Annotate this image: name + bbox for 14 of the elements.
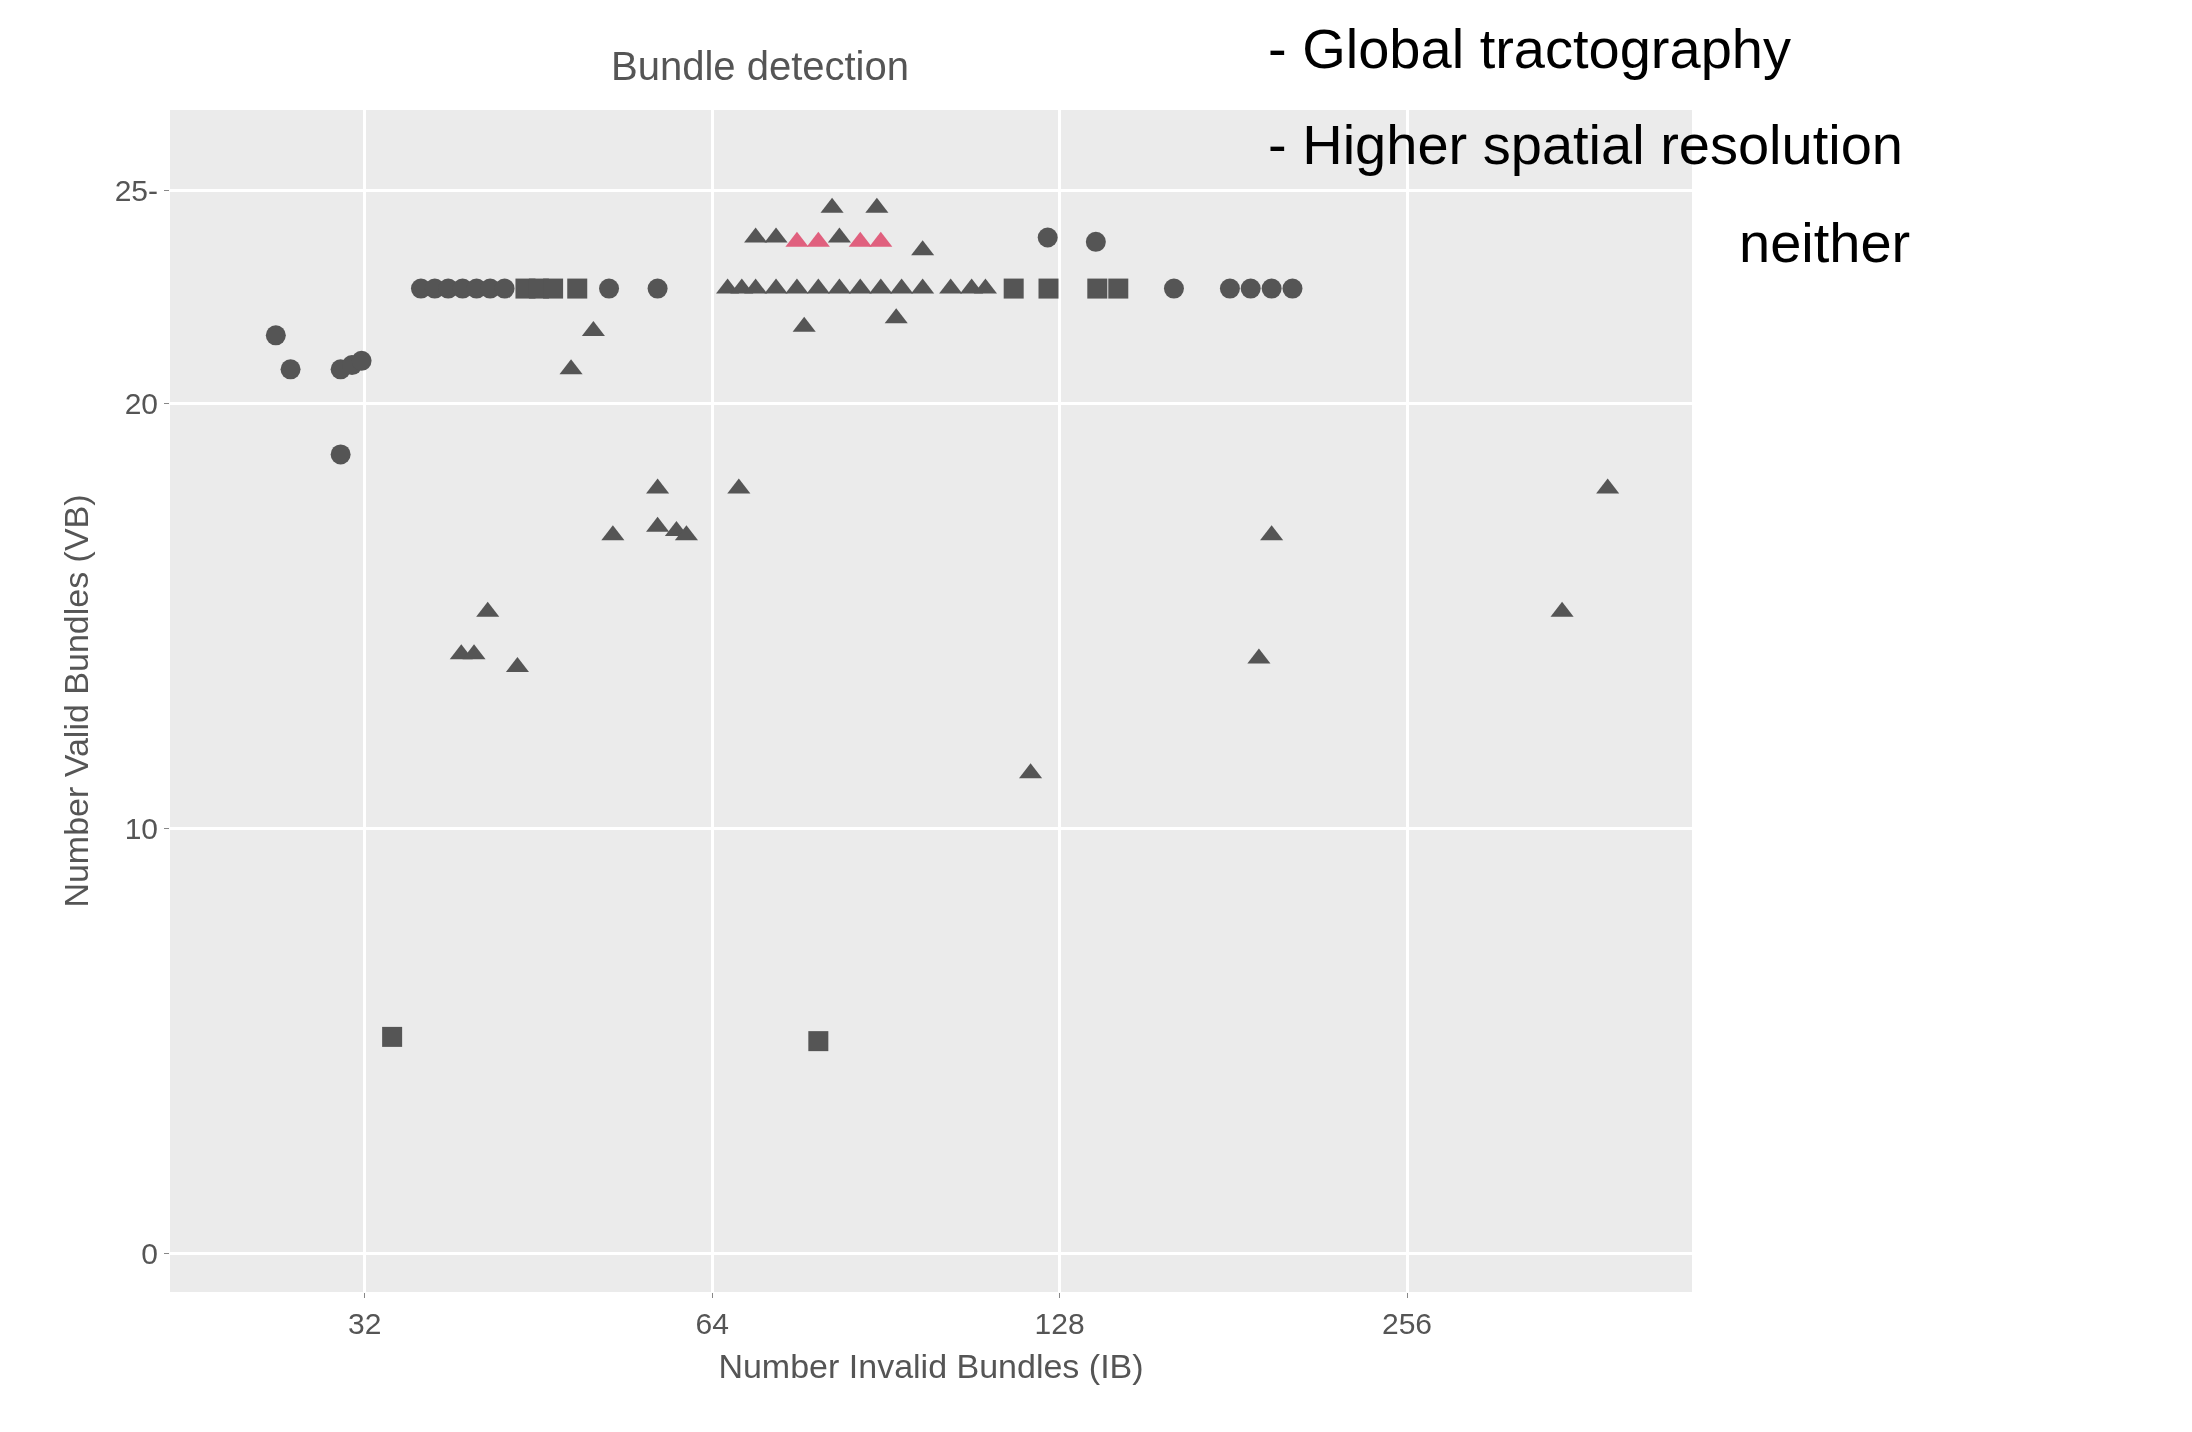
y-tick-label: 0 xyxy=(141,1237,158,1271)
text: - Global tractography xyxy=(1268,17,1791,80)
x-tick-label: 64 xyxy=(695,1307,729,1340)
text: neither xyxy=(1739,211,1911,274)
y-axis-title: Number Valid Bundles (VB) xyxy=(57,494,96,908)
x-tick-label: 128 xyxy=(1034,1307,1085,1340)
y-tick-label: 10 xyxy=(124,812,158,846)
y-tick-label: 20 xyxy=(124,386,158,420)
x-tick-label: 256 xyxy=(1382,1307,1433,1340)
x-axis-title: Number Invalid Bundles (IB) xyxy=(718,1347,1144,1386)
y-tick-label: 25- xyxy=(114,174,158,208)
x-tick-label: 32 xyxy=(348,1307,382,1340)
chart-title: Bundle detection xyxy=(610,44,910,88)
annotation: - Higher spatial resolution xyxy=(1268,113,1903,176)
